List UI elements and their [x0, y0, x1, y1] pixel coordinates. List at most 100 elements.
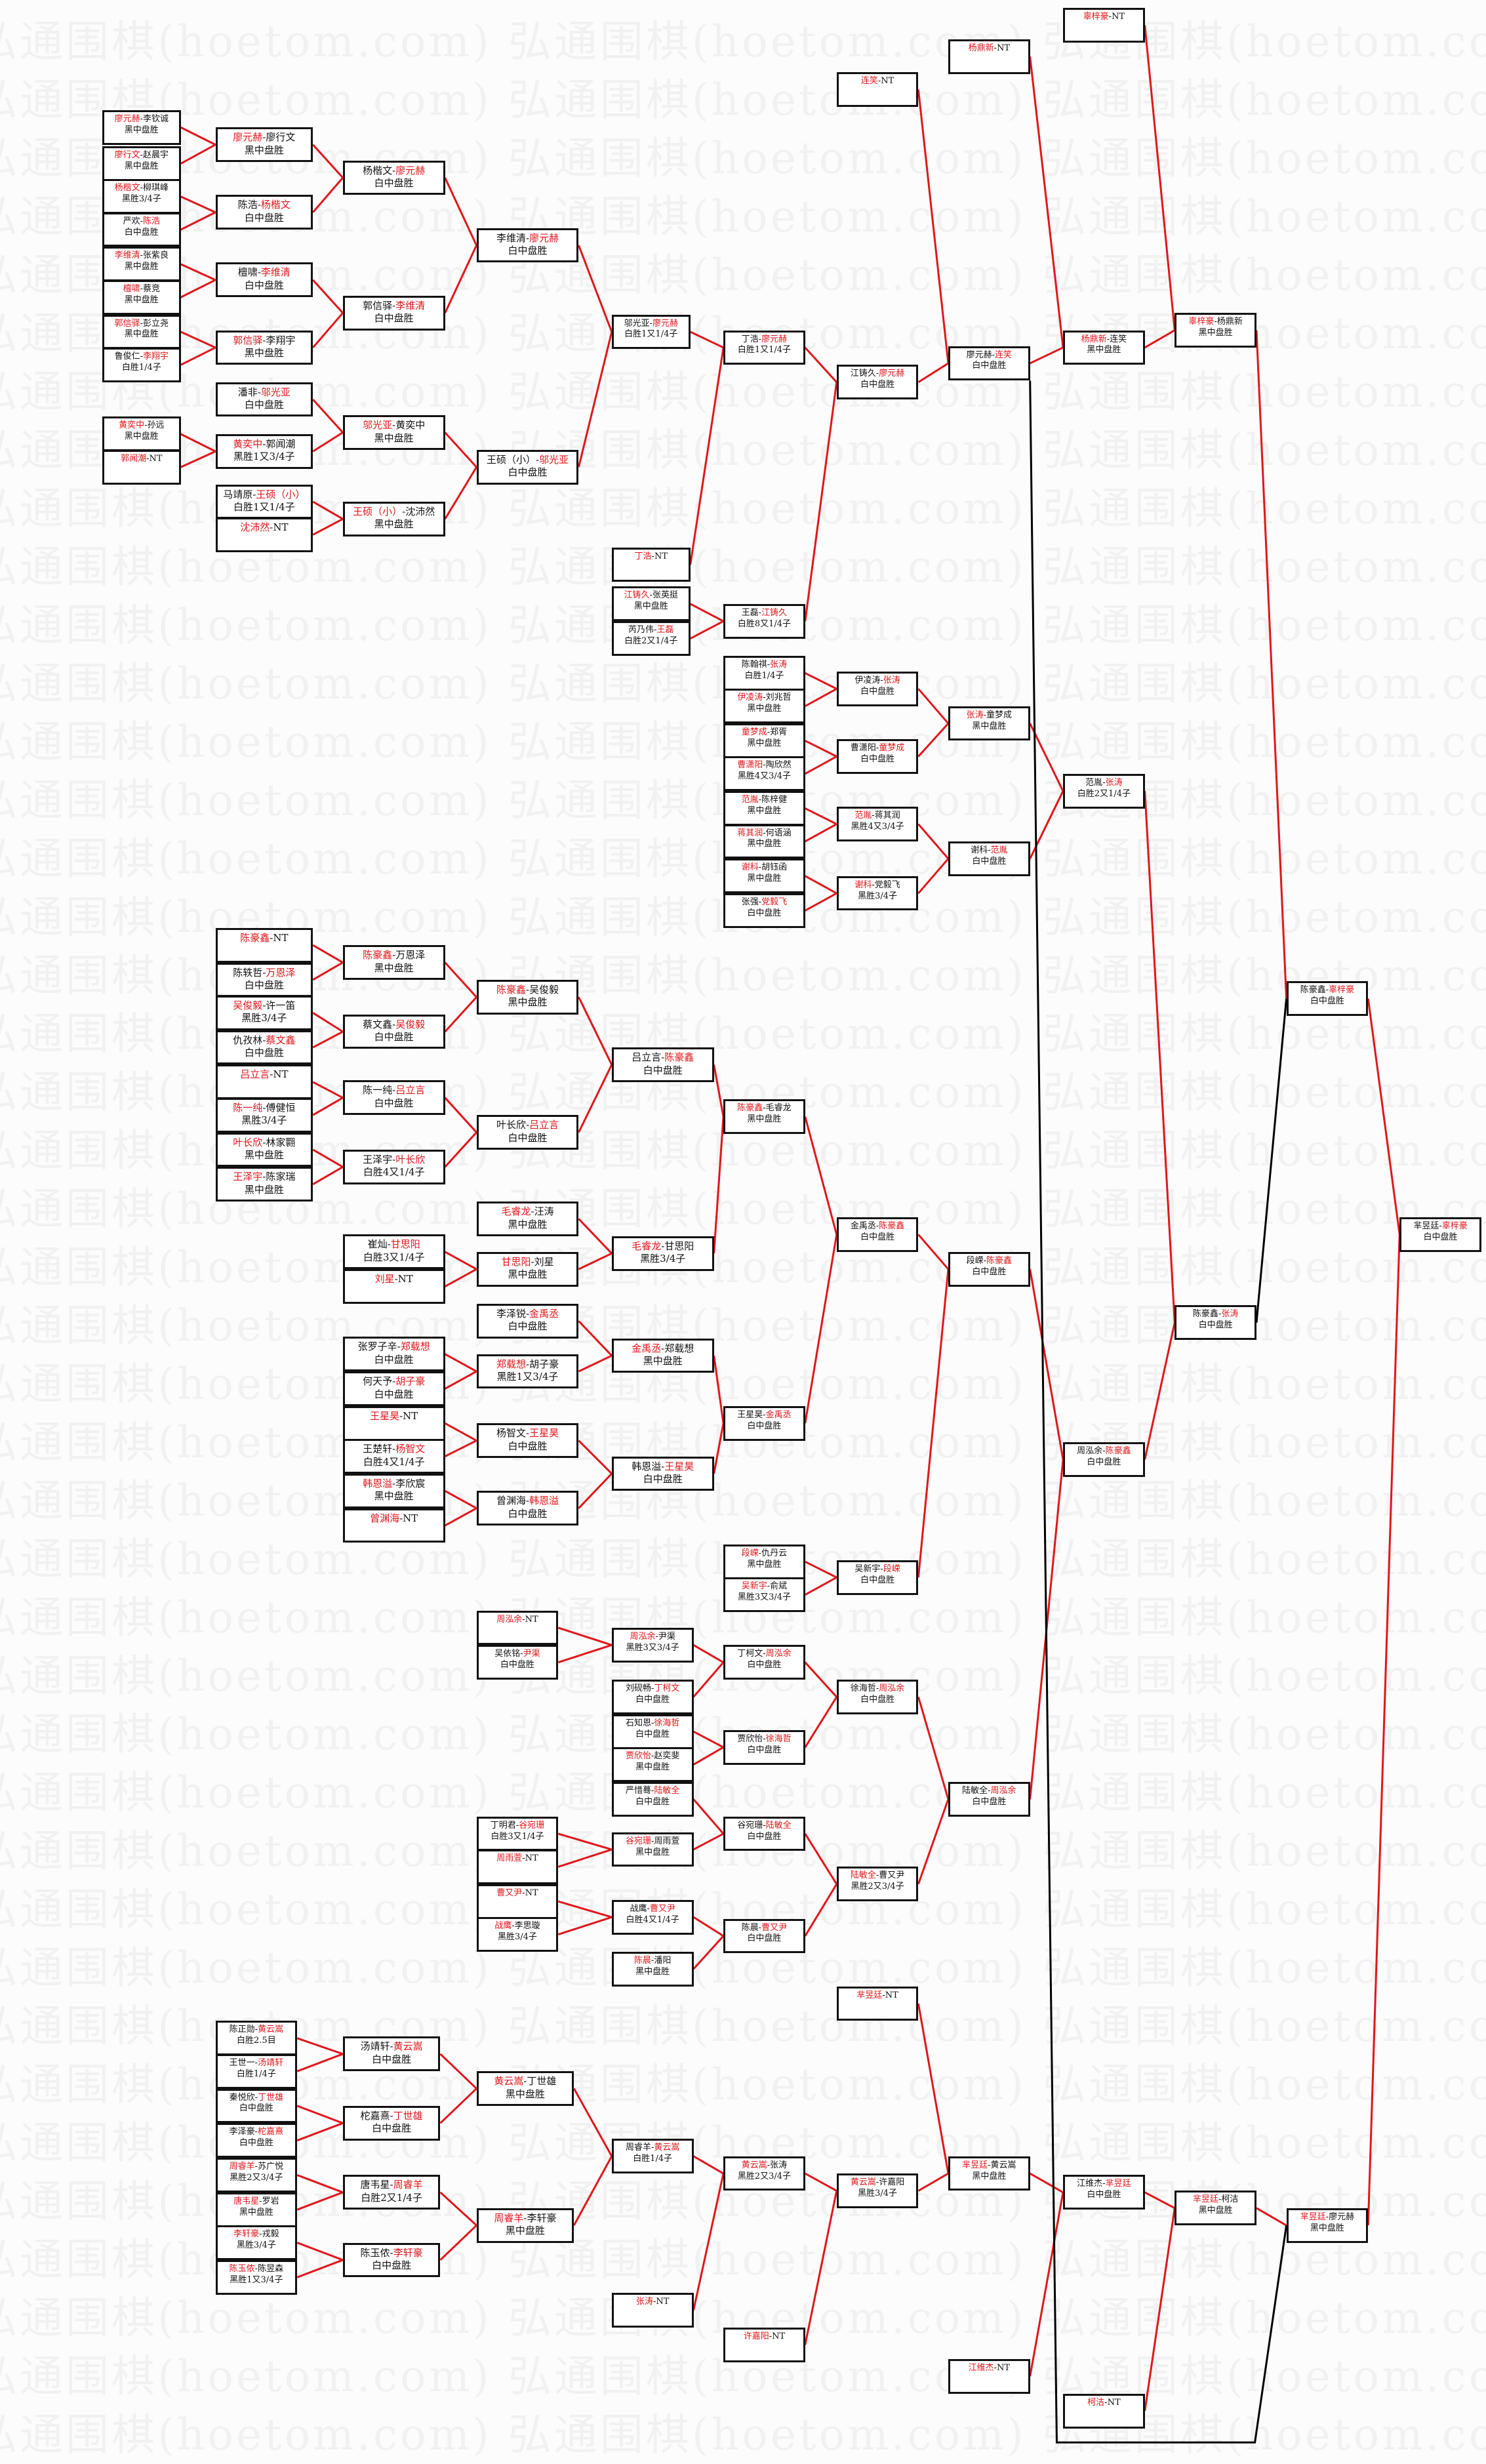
player-separator: - — [262, 999, 266, 1011]
match-result: 黑胜2又3/4子 — [230, 2172, 283, 2183]
player-white: 许一笛 — [266, 999, 296, 1011]
match-players: 严欢-陈浩 — [104, 216, 179, 228]
connector-line — [917, 2172, 949, 2192]
match-box: 陈晨-曹又尹 白中盘胜 — [723, 1918, 805, 1954]
connector-line — [805, 2172, 837, 2192]
match-players: 连笑-NT — [839, 76, 917, 87]
connector-line — [693, 1730, 724, 1748]
match-box: 刘砚畅-丁柯文 白中盘胜 — [611, 1680, 694, 1714]
player-separator: - — [140, 216, 143, 226]
match-players: 蔡文鑫-吴俊毅 — [345, 1019, 443, 1032]
match-result: 黑胜1又3/4子 — [496, 1371, 559, 1383]
connector-line — [917, 1697, 950, 1800]
player-separator: - — [763, 693, 766, 703]
player-black: 王星昊 — [737, 1409, 763, 1420]
match-result: 白中盘胜 — [500, 1660, 534, 1670]
match-players: 许嘉阳-NT — [725, 2332, 803, 2343]
match-box: 郭信驿-彭立尧 黑中盘胜 — [102, 314, 181, 350]
player-black: 吴俊毅 — [233, 999, 263, 1011]
player-black: 韩恩溢 — [363, 1477, 393, 1489]
player-black: 杨楷文 — [363, 164, 393, 176]
match-players: 陈豪鑫-辜梓豪 — [1289, 985, 1367, 996]
connector-line — [804, 382, 838, 622]
player-white: 仇丹云 — [761, 1548, 788, 1558]
player-black: 战鹰 — [494, 1921, 512, 1931]
player-separator: - — [259, 2229, 262, 2240]
connector-line — [439, 2088, 477, 2124]
match-players: 江维杰-NT — [950, 2363, 1028, 2374]
match-box: 丁浩-NT — [611, 547, 691, 582]
connector-line — [1367, 998, 1401, 1235]
match-players: 曾渊海-NT — [345, 1512, 443, 1525]
match-result: 黑中盘胜 — [1087, 345, 1121, 355]
player-white: 陈梓健 — [761, 795, 788, 805]
player-separator: - — [763, 1820, 766, 1830]
player-white: 汪涛 — [534, 1205, 554, 1218]
player-white: 李轩豪 — [527, 2212, 557, 2224]
player-black: 连笑 — [860, 76, 878, 87]
match-players: 张强-党毅飞 — [725, 897, 803, 908]
match-result: 黑胜2又3/4子 — [737, 2171, 792, 2181]
match-box: 陈豪鑫-万恩泽 黑中盘胜 — [342, 945, 445, 980]
match-box: 李泽豪-柁嘉熹 白中盘胜 — [215, 2123, 298, 2158]
match-players: 汤靖轩-黄云嵩 — [345, 2040, 439, 2053]
connector-line — [917, 1234, 950, 1270]
connector-line — [180, 450, 216, 468]
match-result: 黑中盘胜 — [244, 347, 284, 359]
match-players: 黄奕中-孙远 — [104, 420, 179, 432]
match-result: 黑中盘胜 — [244, 1183, 284, 1196]
match-result: 白胜3又1/4子 — [363, 1251, 425, 1263]
player-black: 曾渊海 — [370, 1512, 400, 1524]
player-white: 何语涵 — [765, 828, 792, 838]
connector-line — [312, 1097, 344, 1116]
connector-line — [805, 672, 837, 690]
player-black: 芮乃伟 — [628, 625, 654, 636]
player-white: 尹渠 — [523, 1649, 540, 1659]
player-black: 陈晨 — [633, 1955, 651, 1966]
match-box: 周睿羊-李轩豪 黑中盘胜 — [476, 2208, 574, 2243]
player-black: 徐海哲 — [850, 1684, 876, 1694]
player-black: 谢科 — [854, 879, 872, 890]
player-separator: - — [653, 2297, 656, 2307]
player-separator: - — [390, 2246, 393, 2259]
match-box: 李轩豪-戎毅 黑胜3/4子 — [215, 2225, 298, 2260]
match-players: 王泽宇-叶长欣 — [345, 1154, 443, 1167]
player-white: 甘思阳 — [664, 1240, 694, 1252]
player-separator: - — [392, 949, 396, 961]
match-result: 白中盘胜 — [860, 686, 895, 697]
match-result: 黑中盘胜 — [635, 1762, 670, 1773]
match-box: 陈轶哲-万恩泽 白中盘胜 — [215, 962, 313, 998]
match-players: 李轩豪-戎毅 — [218, 2229, 296, 2240]
match-box: 柁嘉熹-丁世雄 白中盘胜 — [342, 2105, 441, 2141]
match-players: 陈豪鑫-张涛 — [1176, 1309, 1255, 1320]
player-white: 许嘉阳 — [879, 2177, 905, 2188]
match-box: 江维杰-芈昱廷 白中盘胜 — [1063, 2175, 1145, 2210]
match-result: 白中盘胜 — [508, 1440, 548, 1452]
match-players: 范胤-张涛 — [1065, 778, 1143, 789]
match-result: 黑胜3/4子 — [241, 1012, 287, 1024]
player-white: NT — [149, 453, 163, 464]
player-separator: - — [392, 1477, 396, 1489]
connector-line — [693, 1746, 724, 1766]
match-box: 吴新宇-段嵘 白中盘胜 — [836, 1560, 919, 1595]
match-box: 芈昱廷-黄云嵩 黑中盘胜 — [948, 2156, 1030, 2191]
match-players: 杨楷文-柳琪峰 — [104, 183, 179, 194]
connector-line — [1256, 2207, 1287, 2227]
match-players: 徐海哲-周泓余 — [839, 1684, 917, 1695]
player-black: 战鹰 — [630, 1903, 647, 1914]
connector-line — [804, 1661, 837, 1698]
player-black: 曹潇阳 — [850, 743, 876, 754]
match-box: 蔡文鑫-吴俊毅 白中盘胜 — [342, 1014, 445, 1049]
match-players: 杨鼎新-连笑 — [1065, 334, 1143, 346]
player-black: 杨楷文 — [114, 183, 140, 193]
connector-line — [444, 1507, 477, 1527]
player-separator: - — [523, 2075, 527, 2088]
match-players: 曹又尹-NT — [479, 1888, 557, 1899]
connector-line — [572, 2155, 613, 2226]
player-black: 李泽豪 — [229, 2127, 255, 2137]
match-result: 白中盘胜 — [635, 1729, 670, 1739]
match-box: 叶长欣-吕立言 白中盘胜 — [476, 1115, 579, 1150]
connector-line — [557, 1916, 612, 1935]
player-white: 胡钰函 — [761, 862, 788, 873]
player-white: 连笑 — [995, 350, 1013, 360]
